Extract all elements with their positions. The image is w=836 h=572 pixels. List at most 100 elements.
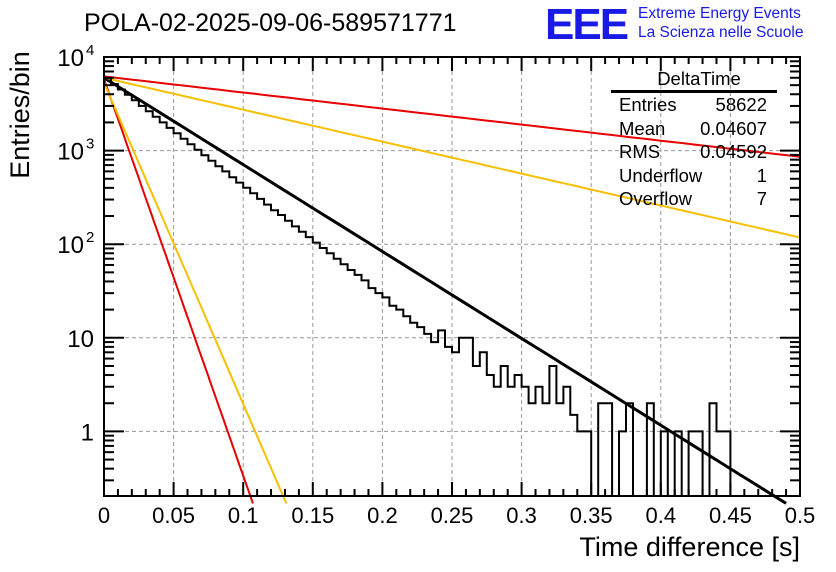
histogram-bin — [689, 431, 696, 496]
histogram-bin — [389, 306, 396, 496]
histogram-bin — [278, 215, 285, 496]
histogram-bin — [424, 334, 431, 496]
stats-value: 0.04592 — [700, 141, 767, 162]
histogram-bin — [153, 117, 160, 496]
fit-curves — [103, 75, 801, 505]
histogram-bin — [382, 297, 389, 496]
x-tick-labels: 0 0.05 0.1 0.15 0.2 0.25 0.3 0.35 0.4 0.45 0.5 — [98, 503, 815, 528]
histogram-bin — [194, 150, 201, 496]
stats-label: RMS — [619, 141, 661, 162]
histogram-bin — [556, 403, 563, 496]
histogram-bin — [675, 431, 682, 496]
y-tick-label: 10 — [57, 45, 84, 72]
histogram-bin — [368, 288, 375, 496]
histogram-bin — [459, 338, 466, 496]
x-tick-label: 0 — [98, 503, 110, 528]
y-tick-label-exponent: 4 — [86, 42, 94, 59]
stats-value: 7 — [756, 188, 767, 209]
x-axis-label: Time difference [s] — [579, 532, 800, 562]
stats-value: 0.04607 — [700, 117, 767, 139]
eee-logo-mark: EEE — [545, 0, 629, 49]
histogram-bin — [348, 270, 355, 496]
histogram-bin — [522, 387, 529, 496]
histogram-bin — [146, 111, 153, 496]
y-tick-label: 10 — [67, 326, 94, 353]
x-tick-label: 0.05 — [152, 503, 195, 528]
logo-line-2: La Scienza nelle Scuole — [638, 24, 804, 41]
stats-row-mean: Mean 0.04607 — [611, 118, 777, 142]
histogram-bin — [584, 431, 591, 496]
histogram-bin — [466, 338, 473, 496]
stats-row-rms: RMS 0.04592 — [611, 141, 777, 165]
y-tick-label: 10 — [57, 139, 84, 166]
x-tick-label: 0.4 — [646, 503, 677, 528]
stats-box: DeltaTime Entries 58622 Mean 0.04607 RMS… — [611, 68, 777, 212]
histogram-bin — [334, 259, 341, 496]
histogram-bin — [375, 293, 382, 496]
histogram-bin — [188, 144, 195, 496]
histogram-bin — [174, 133, 181, 496]
histogram-bin — [549, 366, 556, 496]
y-tick-label-exponent: 2 — [86, 229, 94, 246]
histogram-bin — [125, 95, 132, 496]
histogram-bin — [723, 431, 730, 496]
histogram-bin — [222, 171, 229, 496]
histogram-bin — [487, 375, 494, 496]
histogram-bin — [542, 403, 549, 496]
chart-title: POLA-02-2025-09-06-589571771 — [84, 9, 457, 37]
histogram-bin — [494, 387, 501, 496]
histogram-bin — [696, 431, 703, 496]
histogram-bin — [201, 155, 208, 496]
histogram-bin — [229, 177, 236, 496]
histogram-bin — [563, 387, 570, 496]
histogram-bin — [299, 232, 306, 496]
fit-line-exp-red-shallow — [103, 75, 801, 158]
histogram-bin — [215, 166, 222, 496]
histogram-bin — [661, 431, 668, 496]
histogram-bin — [292, 226, 299, 496]
histogram-bin — [327, 253, 334, 496]
histogram-bin — [236, 183, 243, 496]
histogram-bin — [431, 342, 438, 496]
histogram-bin — [647, 403, 654, 496]
x-tick-label: 0.25 — [431, 503, 474, 528]
histogram-bin — [362, 280, 369, 496]
histogram-bin — [403, 316, 410, 496]
histogram-bin — [508, 387, 515, 496]
histogram-bin — [410, 323, 417, 496]
histogram-bin — [104, 78, 111, 496]
histogram-bin — [341, 264, 348, 496]
histogram-bin — [417, 327, 424, 496]
histogram-bin — [181, 139, 188, 496]
histogram-bin — [480, 352, 487, 496]
histogram-bin — [396, 310, 403, 496]
x-tick-label: 0.35 — [570, 503, 613, 528]
histogram-bin — [473, 366, 480, 496]
histogram-bin — [626, 403, 633, 496]
histogram-bin — [619, 431, 626, 496]
stats-title: DeltaTime — [657, 68, 741, 89]
histogram-bin — [285, 221, 292, 496]
x-tick-label: 0.5 — [785, 503, 816, 528]
fit-line-exp-yellow-steep — [103, 82, 288, 504]
histogram-bin — [313, 243, 320, 496]
histogram-bin — [445, 347, 452, 496]
histogram-bin — [710, 403, 717, 496]
stats-label: Mean — [619, 117, 666, 139]
histogram-bin — [243, 188, 250, 496]
x-tick-label: 0.1 — [228, 503, 259, 528]
stats-row-overflow: Overflow 7 — [611, 188, 777, 212]
histogram-bin — [139, 106, 146, 496]
stats-label: Underflow — [619, 164, 703, 186]
histogram-bin — [577, 431, 584, 496]
stats-value: 58622 — [715, 94, 767, 115]
histogram-bin — [605, 403, 612, 496]
histogram-bin — [167, 128, 174, 496]
histogram-bin — [515, 375, 522, 496]
histogram-bin — [570, 415, 577, 496]
histogram-bin — [257, 199, 264, 496]
histogram-step-line — [103, 77, 800, 497]
stats-value: 1 — [756, 164, 767, 186]
histogram-bin — [536, 387, 543, 496]
